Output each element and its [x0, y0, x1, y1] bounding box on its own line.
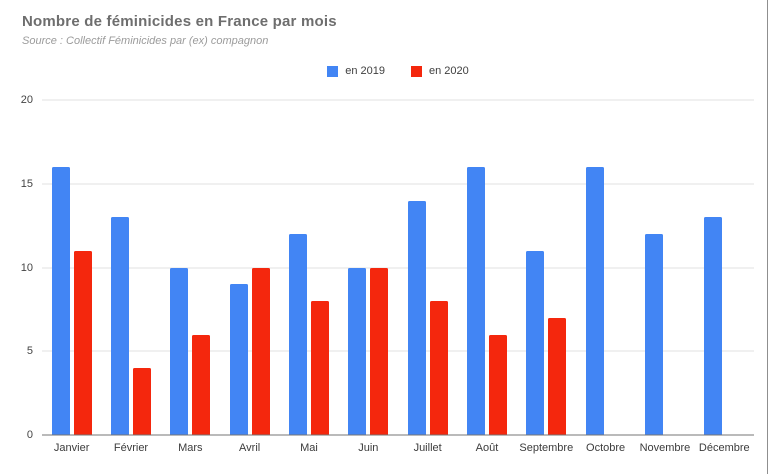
x-axis-label-novembre: Novembre	[639, 442, 691, 454]
bar-group-decembre	[695, 100, 754, 435]
plot-area: Janvier Février Mars Avril Mai Juin Juillet Aoû…	[21, 94, 754, 454]
bar-group-fevrier	[101, 100, 160, 435]
bar-en-2019-avril[interactable]	[229, 284, 248, 435]
bar-en-2020-juillet[interactable]	[429, 301, 448, 435]
x-axis-label-juillet: Juillet	[413, 442, 442, 454]
bar-group-mai	[279, 100, 338, 435]
bar-group-aout	[457, 100, 516, 435]
legend-swatch-icon	[411, 65, 422, 77]
bar-en-2020-avril[interactable]	[251, 267, 270, 435]
bar-group-octobre	[576, 100, 635, 435]
x-axis-baseline	[42, 434, 754, 436]
bar-en-2019-aout[interactable]	[466, 167, 485, 435]
bar-en-2019-juillet[interactable]	[407, 200, 426, 435]
bar-en-2020-janvier[interactable]	[73, 250, 92, 435]
bar-en-2019-mai[interactable]	[288, 234, 307, 435]
bar-en-2020-juin[interactable]	[370, 267, 389, 435]
y-tick-label: 20	[20, 94, 33, 106]
legend-item-en-2019[interactable]: en 2019	[327, 65, 385, 77]
x-axis-label-octobre: Octobre	[586, 442, 626, 454]
x-axis-label-juin: Juin	[358, 442, 379, 454]
y-tick-label: 0	[26, 429, 33, 441]
gridline	[42, 350, 754, 352]
gridline	[42, 183, 754, 185]
x-axis-label-fevrier: Février	[113, 442, 149, 454]
bar-en-2019-juin[interactable]	[348, 267, 367, 435]
legend: en 2019 en 2020	[42, 65, 754, 77]
bar-en-2019-decembre[interactable]	[704, 217, 723, 435]
x-axis-label-mars: Mars	[178, 442, 203, 454]
bar-en-2019-septembre[interactable]	[526, 250, 545, 435]
gridline	[42, 99, 754, 101]
chart-title: Nombre de féminicides en France par mois	[22, 13, 337, 30]
bar-group-avril	[220, 100, 279, 435]
x-axis-label-decembre: Décembre	[698, 442, 750, 454]
bar-en-2020-septembre[interactable]	[548, 317, 567, 435]
x-axis-label-mai: Mai	[300, 442, 318, 454]
bar-en-2019-mars[interactable]	[170, 267, 189, 435]
x-axis-label-septembre: Septembre	[519, 442, 574, 454]
bar-group-janvier	[42, 100, 101, 435]
chart-header: Nombre de féminicides en France par mois…	[22, 13, 337, 47]
bar-group-novembre	[635, 100, 694, 435]
bar-en-2019-octobre[interactable]	[585, 167, 604, 435]
bar-group-juillet	[398, 100, 457, 435]
bar-group-juin	[339, 100, 398, 435]
y-tick-label: 10	[20, 261, 33, 274]
bar-en-2020-mai[interactable]	[310, 301, 329, 435]
legend-swatch-icon	[327, 65, 339, 77]
legend-label: en 2020	[429, 65, 469, 77]
bar-groups	[42, 100, 754, 435]
bar-en-2019-janvier[interactable]	[51, 167, 70, 435]
bar-en-2020-mars[interactable]	[192, 334, 211, 435]
bar-en-2019-novembre[interactable]	[644, 234, 663, 435]
legend-label: en 2019	[345, 65, 385, 77]
bar-en-2020-fevrier[interactable]	[132, 368, 151, 435]
y-tick-label: 15	[20, 177, 33, 190]
x-axis-label-aout: Août	[475, 442, 499, 454]
gridline	[42, 267, 754, 268]
chart-subtitle: Source : Collectif Féminicides par (ex) …	[22, 35, 269, 47]
legend-item-en-2020[interactable]: en 2020	[411, 65, 469, 77]
x-axis-label-janvier: Janvier	[53, 442, 90, 454]
x-axis-label-avril: Avril	[239, 442, 261, 454]
bar-en-2019-fevrier[interactable]	[110, 217, 129, 435]
y-tick-label: 5	[26, 345, 33, 358]
x-axis-labels: Janvier Février Mars Avril Mai Juin Juillet Aoû…	[42, 435, 754, 454]
bar-group-mars	[161, 100, 220, 435]
bar-en-2020-aout[interactable]	[488, 334, 507, 435]
bar-group-septembre	[517, 100, 576, 435]
